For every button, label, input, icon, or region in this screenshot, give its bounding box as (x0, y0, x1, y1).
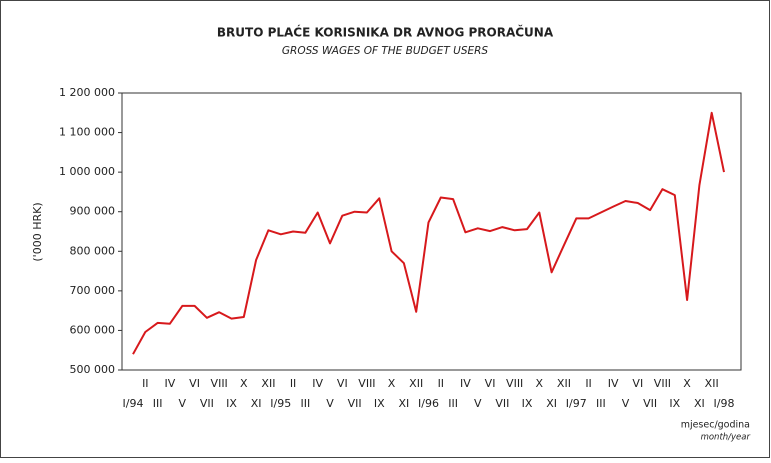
x-tick-label: III (448, 397, 458, 410)
x-tick-label: X (388, 377, 396, 390)
x-tick-label: V (622, 397, 630, 410)
x-tick-label: V (326, 397, 334, 410)
x-tick-label: XII (705, 377, 719, 390)
x-axis-label: mjesec/godina (681, 420, 750, 431)
x-tick-label: I/98 (714, 397, 735, 410)
y-tick-label: 900 000 (70, 205, 116, 218)
x-tick-label: I/95 (270, 397, 291, 410)
x-tick-label: IV (312, 377, 323, 390)
x-tick-label: VIII (506, 377, 523, 390)
y-tick-label: 500 000 (70, 363, 116, 376)
x-tick-label: VII (643, 397, 657, 410)
x-tick-label: VI (485, 377, 496, 390)
y-axis-label: ('000 HRK) (31, 202, 44, 261)
x-tick-label: IX (669, 397, 680, 410)
x-tick-label: VII (348, 397, 362, 410)
x-tick-label: XI (251, 397, 262, 410)
x-tick-label: XII (409, 377, 423, 390)
y-tick-label: 700 000 (70, 284, 116, 297)
x-tick-label: VI (632, 377, 643, 390)
x-tick-label: III (596, 397, 606, 410)
x-tick-label: XI (546, 397, 557, 410)
x-tick-label: XI (398, 397, 409, 410)
chart-title: BRUTO PLAĆE KORISNIKA DR AVNOG PRORAČUNA (217, 25, 554, 40)
x-tick-label: VI (189, 377, 200, 390)
x-tick-label: VIII (211, 377, 228, 390)
y-tick-label: 1 000 000 (59, 165, 115, 178)
x-tick-label: V (178, 397, 186, 410)
x-tick-label: IV (460, 377, 471, 390)
x-tick-label: VIII (654, 377, 671, 390)
y-tick-label: 1 200 000 (59, 86, 115, 99)
x-tick-label: XII (557, 377, 571, 390)
y-tick-label: 600 000 (70, 323, 116, 336)
y-tick-label: 1 100 000 (59, 126, 115, 139)
x-tick-label: I/94 (123, 397, 144, 410)
y-tick-label: 800 000 (70, 244, 116, 257)
x-tick-label: XII (261, 377, 275, 390)
x-tick-label: X (240, 377, 248, 390)
x-tick-label: II (142, 377, 149, 390)
x-tick-label: II (290, 377, 297, 390)
x-tick-label: X (683, 377, 691, 390)
x-tick-label: III (153, 397, 163, 410)
x-tick-label: II (438, 377, 445, 390)
x-tick-label: V (474, 397, 482, 410)
plot-area (121, 92, 742, 371)
data-line (132, 111, 725, 355)
x-axis-label-en: month/year (701, 433, 751, 443)
x-tick-label: IX (522, 397, 533, 410)
x-tick-label: III (301, 397, 311, 410)
x-tick-label: I/96 (418, 397, 439, 410)
x-tick-label: XI (694, 397, 705, 410)
x-tick-label: X (536, 377, 544, 390)
x-tick-label: IV (608, 377, 619, 390)
x-tick-label: IV (165, 377, 176, 390)
x-tick-label: II (585, 377, 592, 390)
x-tick-label: IX (374, 397, 385, 410)
chart-subtitle: GROSS WAGES OF THE BUDGET USERS (282, 45, 489, 57)
x-tick-label: VII (200, 397, 214, 410)
x-tick-label: VI (337, 377, 348, 390)
x-tick-label: VII (495, 397, 509, 410)
x-tick-label: VIII (358, 377, 375, 390)
x-tick-label: I/97 (566, 397, 587, 410)
x-tick-label: IX (226, 397, 237, 410)
